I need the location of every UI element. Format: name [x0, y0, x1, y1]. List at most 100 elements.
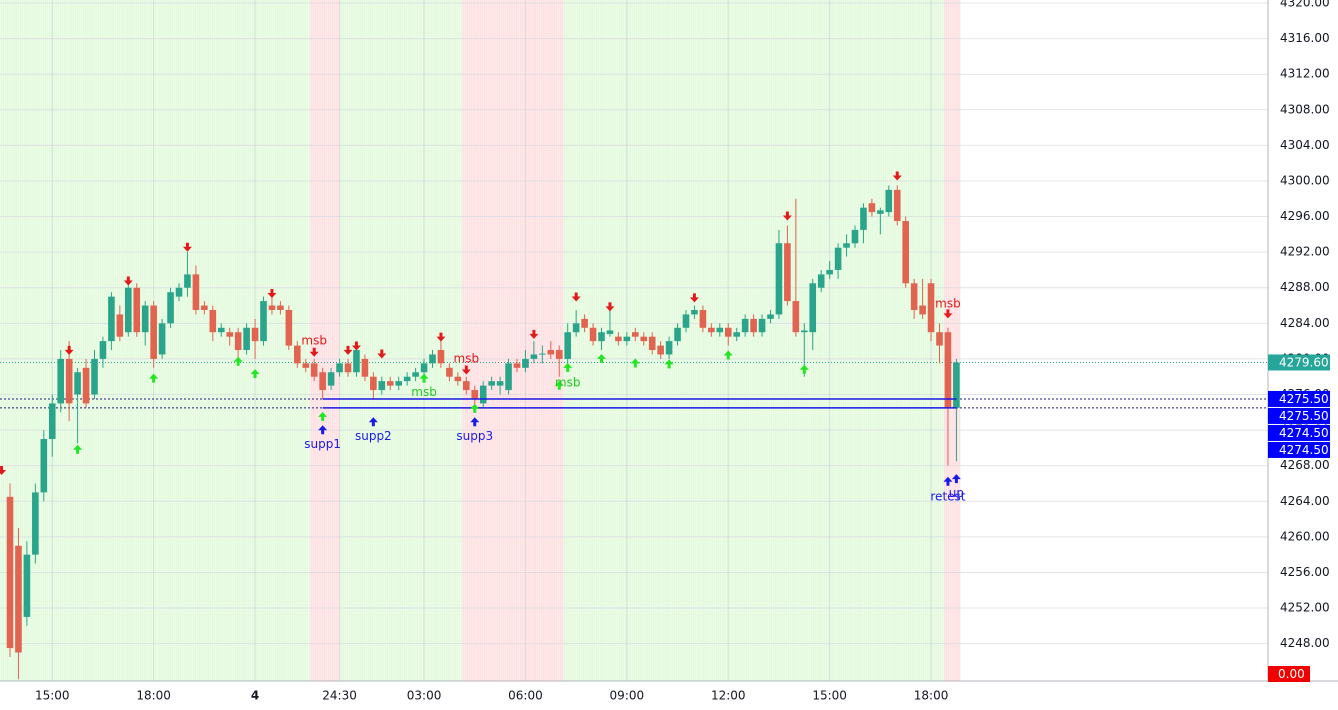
candle-body	[386, 381, 394, 386]
y-tick-label: 4292.00	[1280, 245, 1330, 259]
signal-arrow	[470, 403, 480, 413]
y-tick-label: 4316.00	[1280, 31, 1330, 45]
candle-body	[217, 327, 225, 333]
candle-body	[116, 314, 124, 337]
signal-arrow	[892, 171, 902, 181]
candle-body	[353, 350, 360, 373]
candle-body	[496, 381, 504, 386]
candle-body	[412, 372, 419, 377]
price-label-box	[1268, 390, 1330, 407]
annotation: retest	[930, 489, 965, 503]
signal-arrow	[64, 345, 74, 355]
candle-body	[234, 332, 242, 351]
signal-arrow	[419, 373, 429, 383]
signal-arrow	[267, 288, 277, 298]
candle-body	[851, 229, 859, 244]
signal-arrow	[318, 425, 328, 435]
signal-arrow	[309, 347, 319, 357]
candle-body	[65, 358, 73, 404]
candle-body	[902, 221, 909, 284]
candle-body	[708, 327, 715, 333]
candle-body	[843, 243, 850, 248]
candle-body	[446, 367, 453, 377]
candle-body	[919, 305, 926, 315]
session-zone-stripes	[309, 0, 340, 681]
candle-body	[48, 403, 56, 439]
candle-body	[767, 314, 774, 319]
candle-body	[294, 345, 301, 364]
candle-body	[488, 381, 495, 386]
y-tick-label: 4248.00	[1280, 636, 1330, 650]
candle-body	[758, 318, 766, 333]
candle-body	[15, 545, 22, 653]
annotation: supp1	[304, 437, 341, 451]
candle-body	[361, 358, 369, 377]
candle-body	[505, 363, 512, 391]
candle-body	[327, 372, 335, 386]
signal-arrow	[723, 350, 733, 360]
signal-arrow	[351, 341, 361, 351]
candle-body	[792, 301, 800, 333]
session-zone-stripes	[462, 0, 564, 681]
candle-body	[860, 207, 867, 230]
candle-body	[547, 350, 555, 355]
candle-body	[513, 363, 521, 368]
candle-body	[285, 309, 293, 346]
candle-body	[268, 305, 276, 310]
signal-arrow	[73, 444, 83, 454]
annotation: up	[949, 486, 964, 500]
price-label: 4275.50	[1279, 392, 1329, 406]
annotation: msb	[411, 385, 437, 399]
candle-body	[589, 327, 597, 342]
candle-body	[192, 274, 200, 310]
candle-body	[395, 381, 402, 386]
candle-body	[910, 283, 918, 310]
signal-arrow	[123, 276, 133, 286]
y-tick-label: 4284.00	[1280, 316, 1330, 330]
candle-body	[682, 314, 690, 328]
candle-body	[868, 203, 876, 213]
signal-arrow	[529, 329, 539, 339]
candle-body	[336, 363, 343, 373]
price-label-box	[1268, 407, 1330, 424]
candle-body	[243, 327, 250, 351]
candle-body	[429, 354, 436, 364]
candle-body	[606, 330, 614, 335]
price-label-box	[1268, 354, 1330, 371]
annotation: msb	[301, 334, 327, 348]
signal-arrow	[630, 358, 640, 368]
candle-body	[691, 309, 698, 315]
signal-arrow	[377, 349, 387, 359]
candle-body	[632, 332, 639, 337]
session-zone-stripes	[339, 0, 463, 681]
annotation: msb	[555, 375, 581, 389]
candle-body	[927, 283, 935, 333]
candle-body	[141, 305, 149, 333]
candle-body	[784, 243, 791, 302]
signal-arrow	[799, 364, 809, 374]
candle-body	[809, 283, 817, 333]
candle-body	[775, 243, 783, 315]
candle-body	[741, 318, 749, 333]
signal-arrow	[318, 411, 328, 421]
candle-body	[733, 332, 740, 337]
x-tick-label: 18:00	[136, 689, 171, 703]
candle-body	[665, 341, 673, 355]
price-label: 4274.50	[1279, 426, 1329, 440]
candle-body	[463, 381, 470, 391]
candle-body	[699, 309, 707, 328]
price-label: 4279.60	[1279, 355, 1329, 369]
signal-arrow	[951, 474, 961, 484]
signal-arrow	[554, 380, 564, 390]
annotation: msb	[454, 351, 480, 365]
x-tick-label: 06:00	[508, 689, 543, 703]
y-tick-label: 4304.00	[1280, 138, 1330, 152]
candle-body	[319, 372, 326, 391]
candle-body	[936, 332, 943, 346]
x-tick-label: 03:00	[407, 689, 442, 703]
candle-body	[623, 336, 631, 342]
candle-body	[522, 358, 529, 368]
candle-body	[108, 296, 115, 342]
candle-body	[564, 332, 571, 359]
